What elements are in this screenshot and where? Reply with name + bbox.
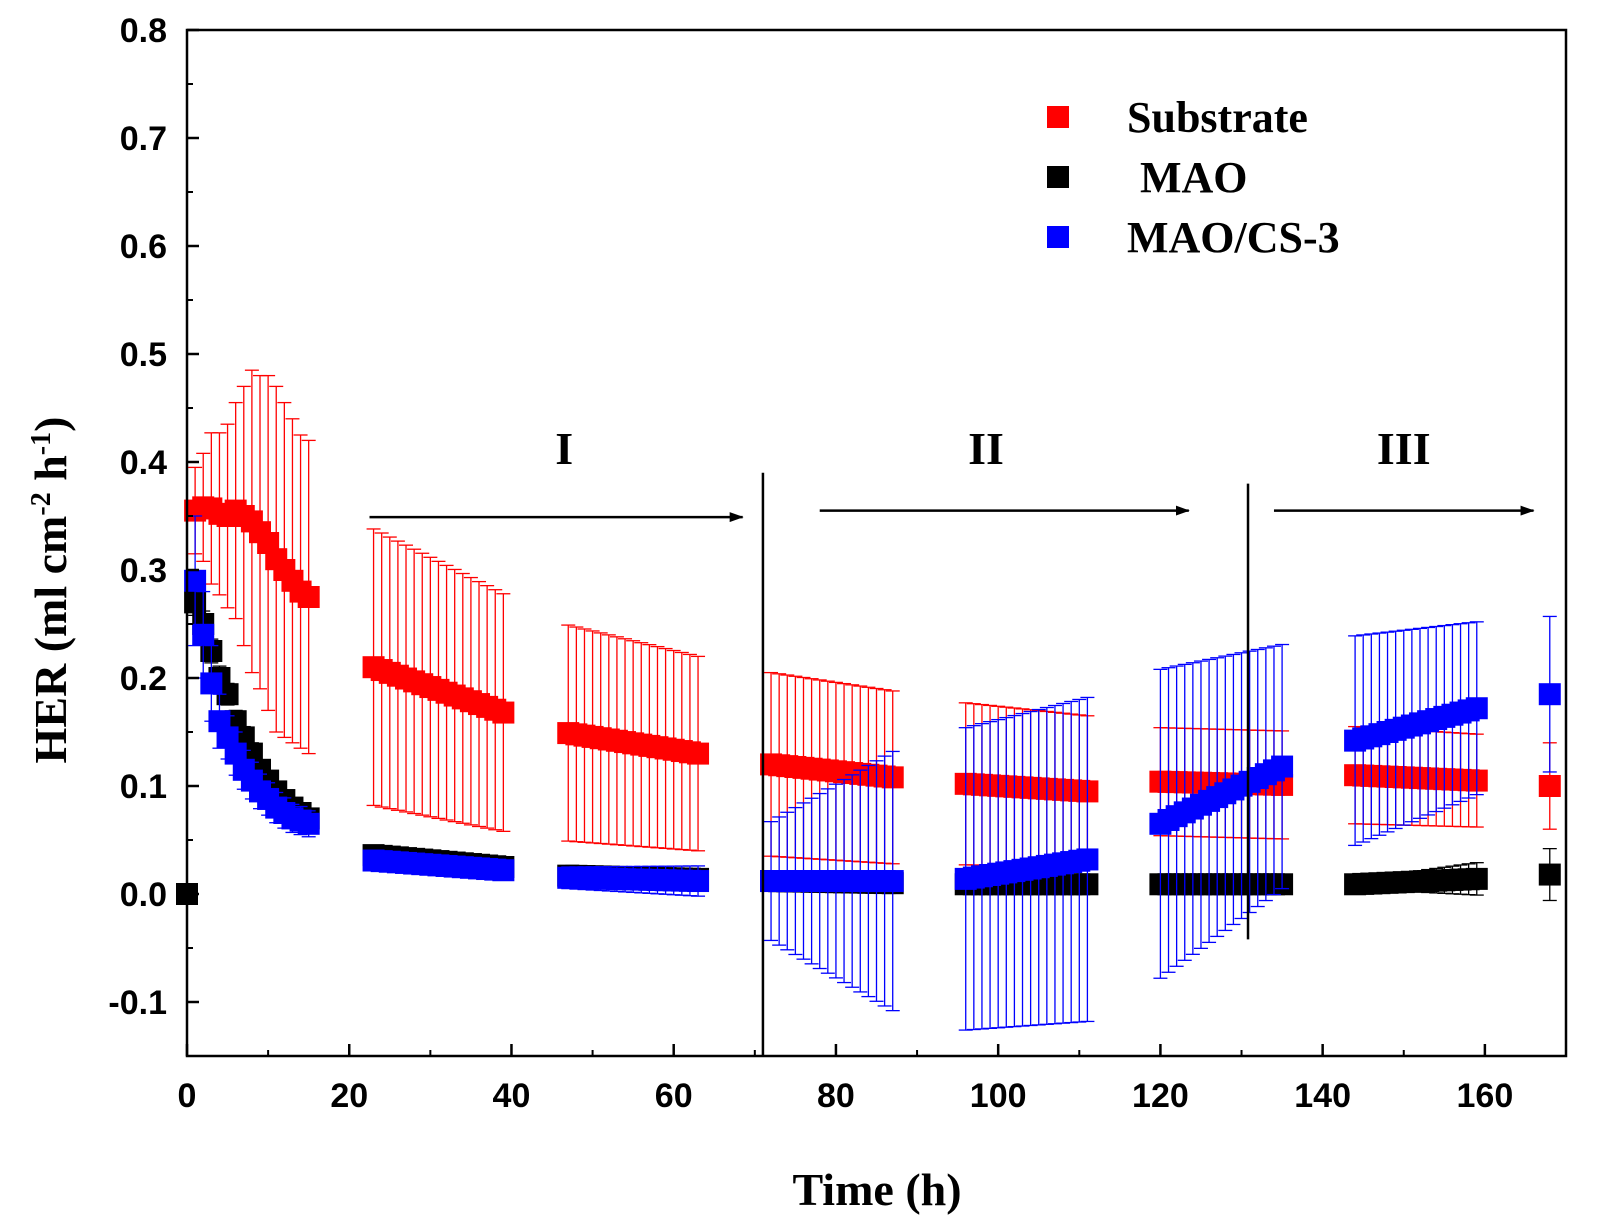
- x-tick-label: 100: [970, 1077, 1027, 1115]
- y-axis-title-suffix: ): [25, 417, 76, 432]
- legend-label: Substrate: [1127, 93, 1308, 142]
- legend-label: MAO: [1140, 153, 1248, 202]
- x-axis-title: Time (h): [792, 1164, 961, 1215]
- x-tick-label: 140: [1294, 1077, 1351, 1115]
- axes: 0 20 40 60 80 100 120 140 160 -0.1 0.0 0.1 0.2 0.3 0.4…: [108, 12, 1568, 1115]
- plot-frame: [185, 28, 1568, 1058]
- data-point: [1465, 867, 1488, 890]
- data-point: [1271, 755, 1294, 778]
- y-tick-label: 0.4: [120, 444, 167, 482]
- data-point: [881, 870, 904, 893]
- data-point: [200, 672, 223, 695]
- x-tick-label: 120: [1132, 1077, 1189, 1115]
- x-tick-label: 160: [1457, 1077, 1514, 1115]
- data-point: [687, 870, 710, 893]
- data-point: [297, 812, 320, 835]
- region-label-iii: III: [1377, 423, 1431, 474]
- y-tick-label: 0.5: [120, 336, 167, 374]
- y-axis-title-sup2: -1: [26, 432, 57, 455]
- series-layer: [176, 369, 1561, 1031]
- y-tick-label: -0.1: [108, 984, 167, 1022]
- x-tick-label: 40: [493, 1077, 531, 1115]
- y-tick-label: 0.1: [120, 768, 167, 806]
- data-point: [687, 742, 710, 765]
- legend-marker: [1047, 106, 1069, 128]
- data-point: [1538, 775, 1561, 797]
- legend-marker: [1047, 166, 1069, 188]
- y-tick-label: 0.2: [120, 660, 167, 698]
- region-label-i: I: [555, 423, 573, 474]
- x-tick-label: 20: [330, 1077, 368, 1115]
- x-tick-label: 0: [178, 1077, 197, 1115]
- y-tick-label: 0.3: [120, 552, 167, 590]
- legend-label: MAO/CS-3: [1127, 213, 1340, 262]
- y-tick-label: 0.7: [120, 120, 167, 158]
- legend-marker: [1047, 226, 1069, 248]
- x-tick-label: 80: [817, 1077, 855, 1115]
- y-axis-title-prefix: HER (ml cm: [25, 516, 76, 764]
- data-point: [1076, 848, 1099, 871]
- y-axis-title-middle: h: [25, 455, 76, 492]
- legend: Substrate MAO MAO/CS-3: [1047, 93, 1340, 262]
- region-label-ii: II: [968, 423, 1004, 474]
- data-point: [184, 569, 207, 592]
- y-tick-label: 0.0: [120, 876, 167, 914]
- data-point: [492, 701, 515, 724]
- series-mao-cs-3: [184, 515, 1561, 1031]
- data-point: [1538, 863, 1561, 886]
- y-tick-label: 0.8: [120, 12, 167, 50]
- y-tick-label: 0.6: [120, 228, 167, 266]
- y-axis-title-sup1: -2: [26, 492, 57, 515]
- data-point: [1538, 683, 1561, 706]
- annotations: I II III: [369, 423, 1535, 1056]
- y-axis-title: HER (ml cm-2 h-1): [25, 417, 76, 764]
- data-point: [192, 623, 215, 646]
- x-tick-label: 60: [655, 1077, 693, 1115]
- data-point: [297, 586, 320, 608]
- data-point: [492, 859, 515, 882]
- series-substrate: [184, 369, 1561, 868]
- data-point: [1465, 697, 1488, 720]
